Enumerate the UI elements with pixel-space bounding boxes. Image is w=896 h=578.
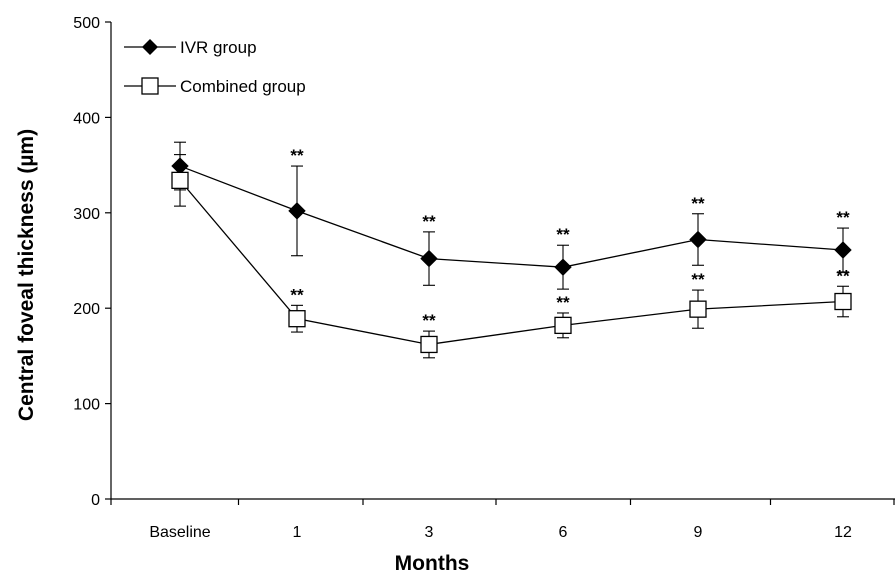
x-tick-label: 3 xyxy=(425,524,434,541)
data-point-diamond xyxy=(834,241,852,259)
data-point-square xyxy=(689,300,707,318)
x-tick-label: Baseline xyxy=(149,524,210,541)
x-tick-label: 12 xyxy=(834,524,852,541)
series-line xyxy=(179,179,844,346)
y-axis-title: Central foveal thickness (µm) xyxy=(15,129,38,421)
data-point-square xyxy=(171,171,189,190)
significance-label: ** xyxy=(691,270,705,289)
data-point-diamond xyxy=(420,249,438,268)
y-tick-label: 300 xyxy=(73,206,100,223)
y-tick-label: 200 xyxy=(73,301,100,318)
x-tick-label: 6 xyxy=(559,524,568,541)
series-combined-group: ** ** ** ** ** xyxy=(171,154,852,359)
legend-marker-diamond xyxy=(142,39,158,55)
significance-label: ** xyxy=(422,311,436,330)
x-axis: Baseline 1 3 6 9 12 xyxy=(110,498,895,541)
significance-label: ** xyxy=(422,212,436,231)
legend-marker-square xyxy=(141,77,159,95)
significance-label: ** xyxy=(290,146,304,165)
significance-label: ** xyxy=(556,225,570,244)
data-point-square xyxy=(420,335,438,354)
series-ivr-group: ** ** ** ** ** xyxy=(171,141,852,290)
significance-label: ** xyxy=(836,208,850,227)
x-tick-label: 1 xyxy=(293,524,302,541)
data-point-diamond xyxy=(554,258,572,276)
data-point-square xyxy=(554,316,572,335)
data-point-square xyxy=(288,310,306,328)
y-axis: 0 100 200 300 400 500 xyxy=(73,15,112,509)
data-point-square xyxy=(834,292,852,311)
legend-entry-combined-group: Combined group xyxy=(124,77,306,96)
data-point-diamond xyxy=(288,202,306,220)
y-tick-label: 400 xyxy=(73,110,100,127)
significance-label: ** xyxy=(556,293,570,312)
significance-label: ** xyxy=(290,285,304,304)
legend-label: Combined group xyxy=(180,77,306,96)
y-tick-label: 500 xyxy=(73,15,100,32)
x-tick-label: 9 xyxy=(694,524,703,541)
series-layer: ** ** ** ** ** ** ** ** ** ** xyxy=(171,141,852,359)
y-tick-label: 0 xyxy=(91,492,100,509)
legend: IVR group Combined group xyxy=(124,38,306,96)
y-tick-label: 100 xyxy=(73,397,100,414)
significance-label: ** xyxy=(691,194,705,213)
significance-label: ** xyxy=(836,266,850,285)
x-axis-title: Months xyxy=(395,552,470,575)
data-point-diamond xyxy=(689,230,707,249)
series-line xyxy=(179,165,844,268)
legend-label: IVR group xyxy=(180,38,257,57)
legend-entry-ivr-group: IVR group xyxy=(124,38,257,57)
